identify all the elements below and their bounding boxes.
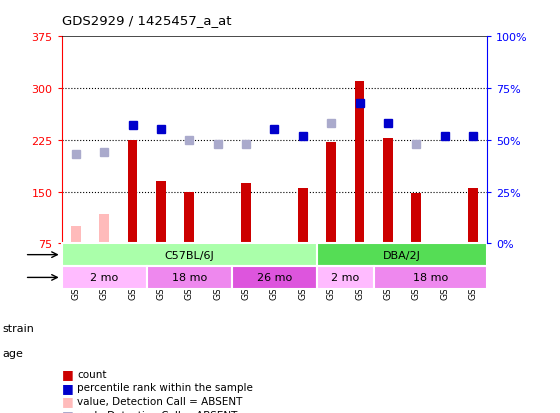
Bar: [147, 266, 232, 289]
Text: DBA/2J: DBA/2J: [383, 250, 421, 260]
Text: 18 mo: 18 mo: [172, 273, 207, 283]
Bar: [383, 138, 393, 244]
Bar: [317, 266, 374, 289]
Bar: [298, 189, 308, 244]
Text: ■: ■: [62, 381, 73, 394]
Bar: [411, 193, 421, 244]
Bar: [62, 266, 147, 289]
Bar: [232, 266, 317, 289]
Text: ■: ■: [62, 394, 73, 408]
Text: 2 mo: 2 mo: [331, 273, 360, 283]
Text: value, Detection Call = ABSENT: value, Detection Call = ABSENT: [77, 396, 242, 406]
Text: strain: strain: [3, 323, 35, 333]
Bar: [71, 226, 81, 244]
Text: GDS2929 / 1425457_a_at: GDS2929 / 1425457_a_at: [62, 14, 231, 27]
Bar: [156, 182, 166, 244]
Text: C57BL/6J: C57BL/6J: [165, 250, 214, 260]
Text: 26 mo: 26 mo: [257, 273, 292, 283]
Bar: [468, 189, 478, 244]
Text: 18 mo: 18 mo: [413, 273, 448, 283]
Bar: [99, 214, 109, 244]
Bar: [354, 82, 365, 244]
Bar: [184, 192, 194, 244]
Text: ■: ■: [62, 408, 73, 413]
Text: 2 mo: 2 mo: [90, 273, 118, 283]
Text: count: count: [77, 369, 107, 379]
Bar: [62, 244, 317, 266]
Text: rank, Detection Call = ABSENT: rank, Detection Call = ABSENT: [77, 410, 237, 413]
Bar: [317, 244, 487, 266]
Text: percentile rank within the sample: percentile rank within the sample: [77, 382, 253, 392]
Text: ■: ■: [62, 367, 73, 380]
Bar: [241, 183, 251, 244]
Bar: [326, 142, 336, 244]
Text: age: age: [3, 348, 24, 358]
Bar: [374, 266, 487, 289]
Bar: [128, 140, 138, 244]
